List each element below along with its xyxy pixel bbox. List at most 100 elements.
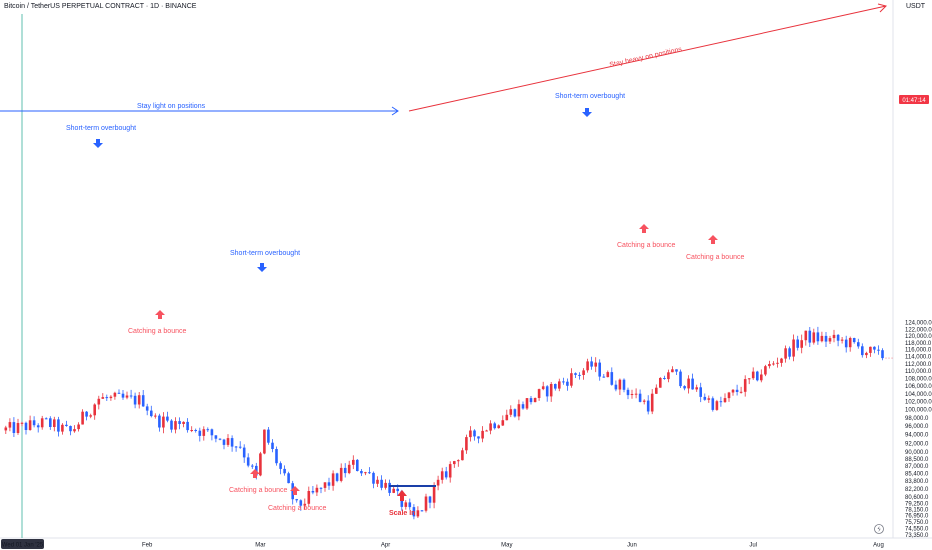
- candle-body: [857, 342, 860, 347]
- candle-body: [323, 482, 327, 488]
- x-tick-label: May: [501, 543, 512, 549]
- y-tick-label: 116,000.0: [905, 348, 932, 354]
- current-price-tag: [899, 95, 929, 104]
- down-arrow-icon: [582, 108, 592, 117]
- candle-body: [461, 450, 464, 461]
- candle-body: [73, 429, 76, 432]
- candle-body: [432, 485, 436, 503]
- candle-body: [412, 507, 416, 517]
- y-tick-label: 104,000.0: [905, 392, 932, 398]
- bounce-label-1: Catching a bounce: [128, 328, 186, 335]
- candle-body: [873, 346, 876, 350]
- candle-body: [436, 479, 440, 486]
- candle-body: [49, 418, 52, 427]
- candle-body: [408, 502, 412, 508]
- stay-heavy-label: Stay heavy on positions: [609, 46, 683, 69]
- candle-body: [594, 362, 597, 367]
- x-axis: Wed 01 Jan '25 Feb Mar Apr May Jun Jul Aug: [1, 539, 884, 549]
- candle-body: [521, 404, 525, 409]
- candle-body: [299, 500, 303, 506]
- candle-body: [848, 338, 852, 348]
- candle-body: [384, 482, 387, 488]
- candle-body: [275, 449, 278, 464]
- candle-body: [178, 421, 181, 424]
- candle-body: [626, 389, 630, 396]
- y-tick-label: 114,000.0: [905, 355, 932, 361]
- candle-body: [739, 391, 743, 393]
- candle-body: [614, 384, 618, 390]
- y-tick-label: 78,150.0: [905, 507, 929, 513]
- candle-body: [679, 371, 682, 387]
- candle-body: [465, 437, 468, 451]
- candle-body: [287, 473, 290, 484]
- candle-body: [24, 422, 28, 430]
- candle-body: [457, 460, 460, 462]
- candle-body: [832, 334, 836, 339]
- candle-body: [634, 393, 638, 395]
- candle-body: [549, 384, 553, 397]
- lightning-bolt-shape: [877, 526, 881, 532]
- candle-body: [707, 398, 711, 400]
- down-arrow-icon: [93, 139, 103, 148]
- candle-body: [554, 384, 557, 389]
- candle-body: [663, 378, 666, 379]
- candle-body: [865, 352, 868, 356]
- bounce-label-2: Catching a bounce: [229, 487, 287, 494]
- candle-body: [53, 419, 56, 427]
- candle-body: [687, 378, 690, 389]
- y-tick-label: 73,350.0: [905, 533, 929, 539]
- candle-body: [246, 457, 250, 466]
- up-arrow-icon: [397, 490, 407, 501]
- candle-body: [125, 395, 129, 398]
- candle-body: [396, 488, 399, 492]
- candle-body: [667, 372, 670, 380]
- candle-body: [606, 372, 610, 378]
- candle-body: [699, 387, 702, 397]
- candle-body: [343, 467, 347, 474]
- candle-body: [416, 510, 420, 517]
- candle-body: [513, 409, 517, 417]
- lightning-icon[interactable]: [874, 524, 884, 534]
- candle-body: [162, 416, 165, 428]
- y-tick-label: 98,000.0: [905, 416, 929, 422]
- candle-body: [303, 503, 307, 506]
- candle-body: [121, 393, 125, 398]
- candle-body: [683, 386, 686, 389]
- candle-body: [295, 499, 298, 501]
- candle-body: [804, 330, 808, 341]
- scale-in-label: Scale In: [389, 510, 415, 517]
- candle-body: [828, 338, 832, 342]
- candle-body: [271, 442, 274, 449]
- y-tick-label: 74,550.0: [905, 526, 929, 532]
- candle-body: [57, 419, 60, 432]
- candle-body: [655, 387, 658, 394]
- candle-body: [776, 362, 779, 364]
- candle-body: [869, 346, 872, 353]
- candle-body: [372, 472, 375, 484]
- candle-body: [428, 496, 432, 503]
- candle-body: [501, 420, 505, 426]
- y-tick-label: 96,000.0: [905, 424, 929, 430]
- y-axis: 124,000.0122,000.0120,000.0118,000.0116,…: [905, 321, 932, 539]
- candle-body: [186, 421, 189, 431]
- candle-body: [808, 330, 812, 343]
- candle-body: [307, 491, 311, 504]
- candle-body: [562, 381, 565, 383]
- overbought-label-1: Short-term overbought: [66, 125, 136, 132]
- candle-body: [202, 429, 206, 436]
- candle-body: [335, 473, 339, 481]
- candle-body: [89, 415, 92, 417]
- candle-body: [218, 438, 222, 440]
- stay-light-arrow: [0, 106, 399, 116]
- candle-body: [824, 335, 828, 342]
- candle-body: [198, 430, 202, 436]
- candle-body: [772, 363, 775, 365]
- candle-body: [723, 398, 727, 403]
- candle-body: [840, 339, 844, 341]
- candle-body: [368, 472, 371, 474]
- candle-body: [61, 424, 64, 432]
- y-tick-label: 122,000.0: [905, 327, 932, 333]
- candles-group: [4, 326, 893, 520]
- candle-body: [509, 409, 513, 415]
